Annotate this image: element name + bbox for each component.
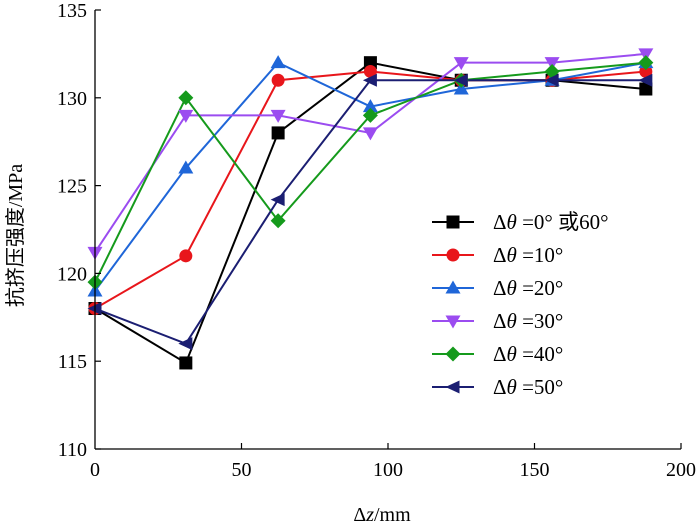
y-tick-label-3: 125 xyxy=(57,176,87,198)
x-tick-label-4: 200 xyxy=(666,459,696,481)
data-point-s2-p1 xyxy=(178,160,194,174)
data-point-s5-p4 xyxy=(453,73,468,87)
data-point-s3-p1 xyxy=(178,109,194,123)
data-point-s2-p4 xyxy=(453,81,469,95)
data-point-s0-p6 xyxy=(639,82,653,96)
data-point-s2-p3 xyxy=(362,99,378,113)
y-tick-label-5: 135 xyxy=(57,0,87,22)
legend: Δθ =0° 或60° Δθ =10° Δθ =20° Δθ =30° Δθ =40° Δ… xyxy=(432,210,608,399)
y-tick-label-2: 120 xyxy=(57,263,87,285)
data-point-s4-p1 xyxy=(178,90,194,106)
y-tick-label-0: 110 xyxy=(58,439,87,461)
legend-marker-0 xyxy=(446,215,460,229)
data-point-s1-p1 xyxy=(179,249,193,263)
data-point-s5-p3 xyxy=(362,73,377,87)
y-tick-label-1: 115 xyxy=(58,351,87,373)
legend-label-3: Δθ =30° xyxy=(493,309,563,333)
legend-label-2: Δθ =20° xyxy=(493,276,563,300)
data-point-s1-p6 xyxy=(639,64,653,78)
y-axis-title: 抗挤压强度/MPa xyxy=(4,164,27,307)
legend-label-0: Δθ =0° 或60° xyxy=(493,210,608,234)
data-point-s3-p4 xyxy=(453,57,469,71)
data-point-s5-p5 xyxy=(544,73,559,87)
legend-marker-2 xyxy=(445,280,461,294)
data-point-s0-p1 xyxy=(179,356,193,370)
legend-marker-1 xyxy=(446,248,460,262)
legend-label-1: Δθ =10° xyxy=(493,243,563,267)
data-point-s5-p6 xyxy=(638,73,653,87)
x-tick-label-2: 100 xyxy=(373,459,403,481)
legend-marker-3 xyxy=(445,315,461,329)
data-point-s5-p2 xyxy=(270,193,285,207)
data-point-s5-p1 xyxy=(178,337,193,351)
legend-label-4: Δθ =40° xyxy=(493,342,563,366)
data-point-s1-p2 xyxy=(271,73,285,87)
x-axis-title: Δz/mm xyxy=(353,504,411,526)
data-point-s4-p6 xyxy=(638,55,654,71)
data-point-s1-p3 xyxy=(363,64,377,78)
legend-marker-4 xyxy=(445,346,461,362)
data-point-s4-p3 xyxy=(362,107,378,123)
x-tick-label-0: 0 xyxy=(90,459,100,481)
legend-marker-5 xyxy=(445,380,460,394)
x-tick-label-3: 150 xyxy=(520,459,550,481)
y-tick-label-4: 130 xyxy=(57,88,87,110)
data-point-s3-p6 xyxy=(638,48,654,62)
data-point-s3-p3 xyxy=(362,127,378,141)
axes: 110 115 120 125 130 135 0 50 100 150 200 Δz/mm 抗挤压强度… xyxy=(4,0,696,526)
x-tick-label-1: 50 xyxy=(232,459,252,481)
plot-lines xyxy=(87,48,654,370)
data-point-s3-p2 xyxy=(270,109,286,123)
data-point-s2-p2 xyxy=(270,55,286,69)
data-point-s3-p5 xyxy=(544,57,560,71)
legend-label-5: Δθ =50° xyxy=(493,375,563,399)
data-point-s0-p2 xyxy=(271,126,285,140)
data-point-s4-p2 xyxy=(270,213,286,229)
